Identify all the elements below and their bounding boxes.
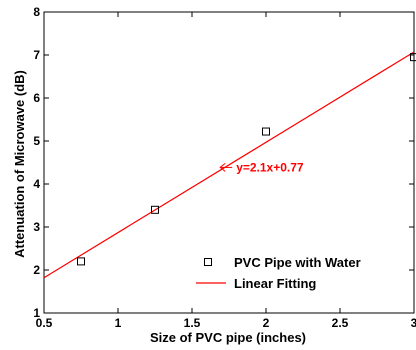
x-tick-label: 2.5 <box>332 316 349 330</box>
plot-area <box>43 11 415 314</box>
x-tick-label: 2 <box>263 316 270 330</box>
legend: PVC Pipe with Water Linear Fitting <box>196 255 361 291</box>
legend-marker-square <box>204 258 212 266</box>
y-axis-title: Attenuation of Microwave (dB) <box>12 70 27 258</box>
x-tick-label: 1.5 <box>184 316 201 330</box>
data-point <box>262 127 270 136</box>
data-point <box>77 257 85 266</box>
y-tick-label: 5 <box>33 134 40 148</box>
annotation-arrow-head <box>219 163 226 172</box>
y-tick-label: 4 <box>33 177 40 191</box>
y-tick-label: 1 <box>33 306 40 320</box>
fit-line <box>43 51 415 279</box>
x-tick-label: 1 <box>115 316 122 330</box>
annotation-text: y=2.1x+0.77 <box>236 160 304 174</box>
plot-frame <box>43 11 415 314</box>
x-tick-label: 3 <box>411 316 416 330</box>
y-tick-label: 7 <box>33 48 40 62</box>
y-tick-label: 2 <box>33 263 40 277</box>
x-tick-label: 0.5 <box>36 316 53 330</box>
legend-label-series-1: PVC Pipe with Water <box>234 255 361 270</box>
y-tick-label: 8 <box>33 5 40 19</box>
legend-label-series-2: Linear Fitting <box>234 276 316 291</box>
y-tick-label: 3 <box>33 220 40 234</box>
annotation: y=2.1x+0.77 <box>219 160 304 174</box>
x-axis-title: Size of PVC pipe (inches) <box>150 330 306 345</box>
data-point <box>410 53 416 62</box>
y-tick-label: 6 <box>33 91 40 105</box>
data-layer <box>43 51 416 279</box>
data-point <box>151 205 159 214</box>
